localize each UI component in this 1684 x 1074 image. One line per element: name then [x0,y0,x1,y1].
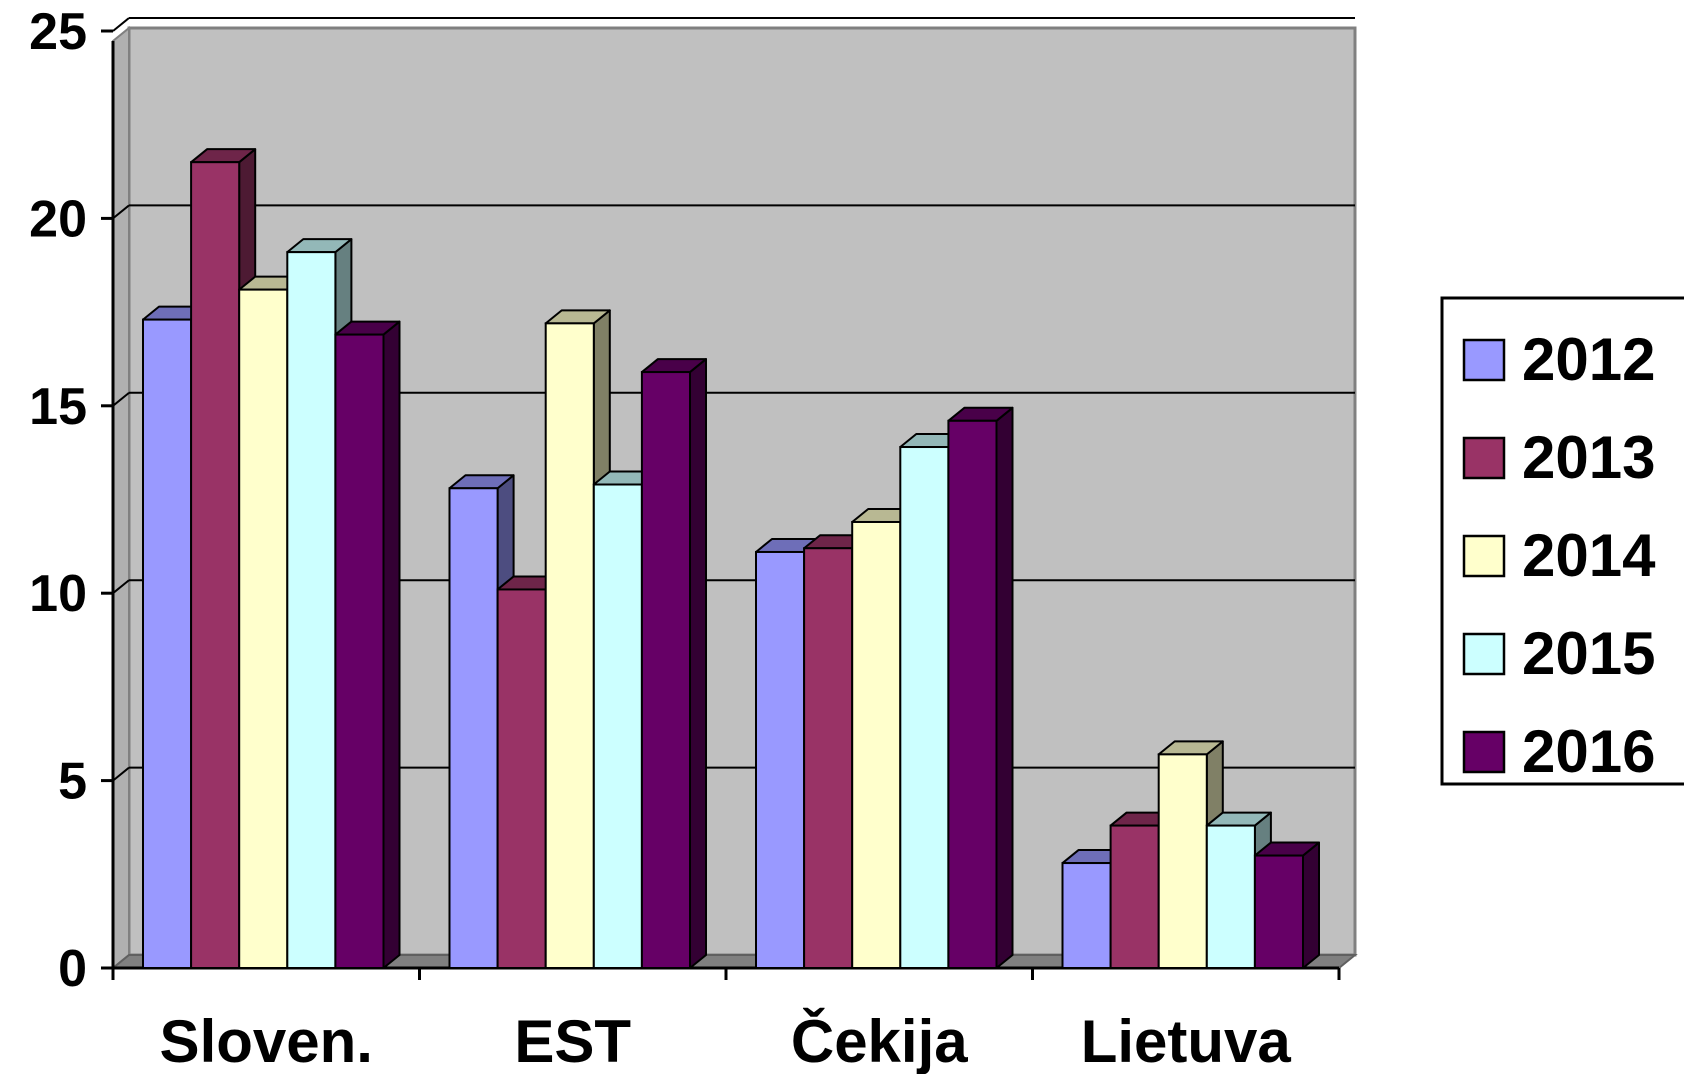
bar-side [689,358,707,969]
legend-label: 2015 [1522,620,1655,687]
bar-front [286,251,337,969]
y-tick-label: 20 [29,190,87,248]
legend-swatch [1462,534,1506,578]
y-tick-label: 10 [29,565,87,623]
bar-front [1061,862,1112,970]
gridline-side [112,17,130,32]
bar-front [334,333,385,969]
bar [1253,841,1320,969]
bar-front [1109,824,1160,969]
legend-swatch [1462,436,1506,480]
legend-swatch [1462,632,1506,676]
gridline-side [112,766,130,782]
plot-side-wall [112,25,130,971]
bar-front [851,520,902,969]
bar-front [190,161,241,969]
category-label: Lietuva [1081,1008,1292,1074]
gridline-side [112,392,130,407]
bar-front [448,487,499,969]
legend-swatch [1462,730,1506,774]
legend: 2012 2013 2014 2015 2016 [1440,296,1684,786]
plot-walls [110,25,1358,971]
bar-front [592,483,643,969]
bar-front [947,419,998,969]
bar-front [640,371,692,969]
bar-front [755,550,806,969]
bar [947,406,1014,969]
legend-label: 2013 [1522,424,1655,491]
bar-front [899,446,950,969]
y-tick-labels: 0 5 10 15 20 25 [29,3,87,998]
y-tick-label: 15 [29,378,87,436]
legend-label: 2012 [1522,326,1655,393]
bar-side [382,320,401,969]
gridline-side [112,579,130,594]
bar-side [995,406,1014,969]
category-labels: Sloven. EST Čekija Lietuva [160,1008,1292,1074]
bar-front [1205,824,1256,969]
bar-front [142,318,193,969]
category-label: Sloven. [160,1008,373,1074]
bar-front [1157,753,1208,970]
bar [334,320,401,969]
legend-swatch [1462,338,1506,382]
gridline-side [112,204,130,220]
bar-front [238,288,289,969]
y-tick-label: 25 [29,3,87,61]
bar [640,358,707,969]
bar-front [1253,854,1305,969]
legend-label: 2014 [1522,522,1656,589]
y-tick-label: 0 [58,940,87,998]
category-label: Čekija [791,1008,968,1074]
bar-front [544,322,595,969]
bar-front [803,547,854,969]
legend-label: 2016 [1522,718,1655,785]
bars [142,148,1320,970]
category-label: EST [514,1008,631,1074]
bar-front [496,588,547,970]
y-tick-label: 5 [58,753,87,811]
bar-side [1302,841,1320,969]
